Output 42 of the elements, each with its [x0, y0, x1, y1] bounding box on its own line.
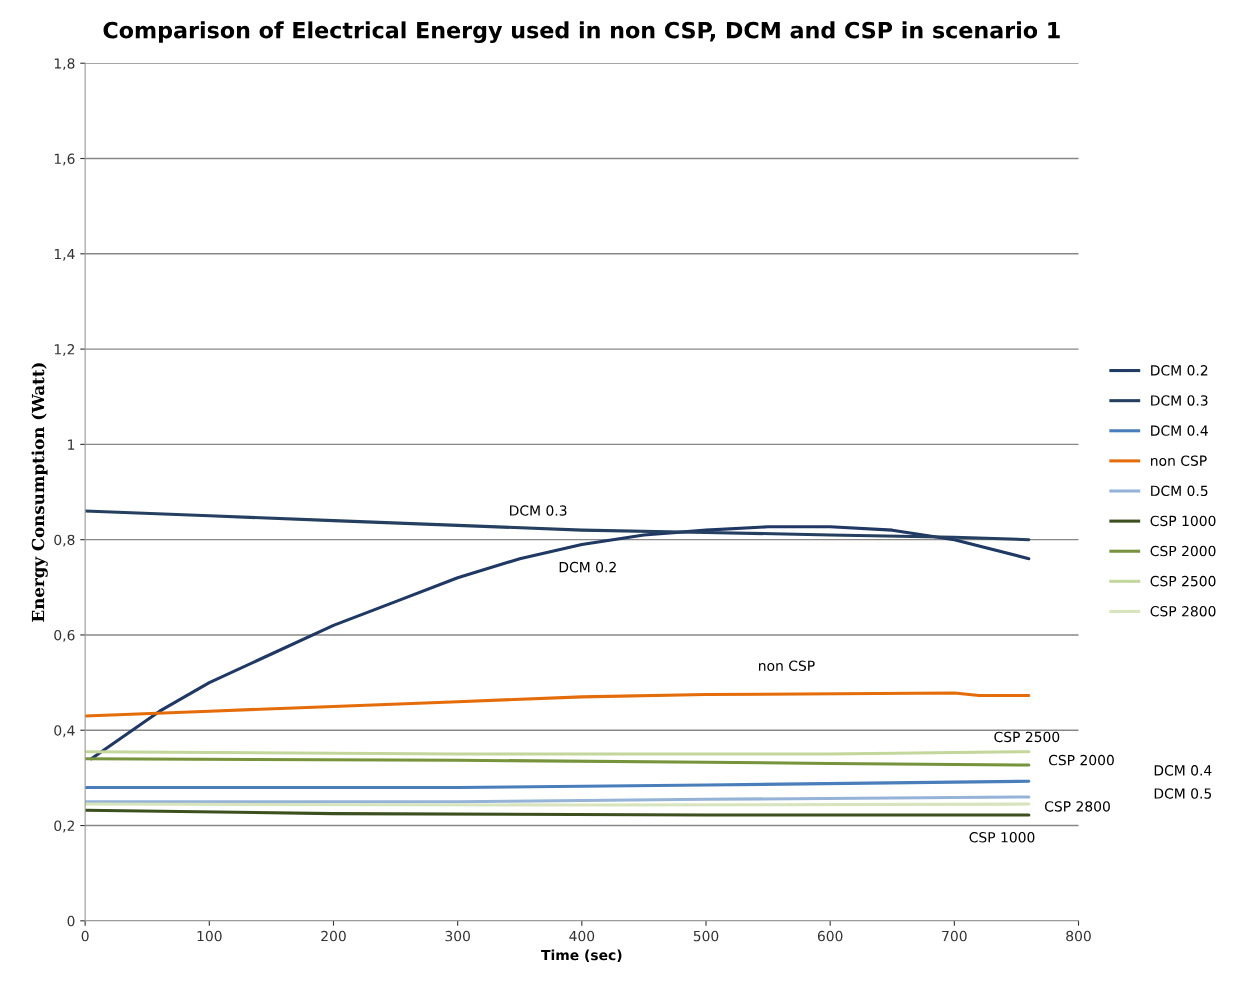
legend-label: CSP 2800: [1150, 605, 1216, 617]
x-tick-label: 500: [693, 930, 719, 942]
chart-title: Comparison of Electrical Energy used in non CSP, DCM and CSP in scenario 1: [103, 21, 1060, 44]
annotation: non CSP: [759, 660, 815, 671]
legend-label: DCM 0.2: [1151, 365, 1208, 376]
y-tick-label: 1: [68, 439, 75, 450]
x-tick-label: 600: [817, 930, 843, 942]
annotation: DCM 0.3: [510, 505, 567, 516]
legend-label: DCM 0.5: [1151, 485, 1208, 497]
x-tick-label: 200: [321, 930, 346, 942]
x-tick-label: 100: [197, 930, 222, 942]
y-tick-label: 1,2: [54, 344, 75, 356]
x-tick-label: 400: [569, 930, 595, 942]
y-axis-title: Energy Consumption (Watt): [31, 363, 48, 622]
line-series: [85, 691, 1031, 718]
x-tick-label: 700: [942, 930, 967, 942]
legend-label: DCM 0.4: [1151, 425, 1208, 436]
y-tick-label: 0: [67, 915, 75, 927]
legend-label: CSP 1000: [1150, 515, 1216, 527]
line-series: [85, 757, 1031, 767]
y-tick-label: 0,4: [54, 725, 75, 738]
x-tick-label: 800: [1066, 930, 1091, 942]
x-tick-label: 300: [445, 930, 470, 942]
legend-label: DCM 0.3: [1151, 395, 1208, 406]
annotation: CSP 2800: [1044, 801, 1110, 812]
y-tick-label: 1,6: [54, 153, 75, 166]
legend-label: CSP 2500: [1150, 575, 1216, 587]
legend-label: non CSP: [1151, 455, 1207, 466]
x-axis-title: Time (sec): [541, 949, 622, 962]
annotation: CSP 1000: [969, 832, 1035, 843]
annotation: DCM 0.2: [559, 561, 616, 573]
x-tick-label: 0: [81, 930, 89, 942]
text: DCM 0.5: [1154, 788, 1212, 799]
y-tick-label: 1,4: [54, 248, 75, 261]
y-tick-label: 0,6: [54, 629, 75, 642]
y-tick-label: 0,8: [54, 534, 75, 547]
legend-label: CSP 2000: [1150, 545, 1216, 557]
text: DCM 0.4: [1154, 765, 1212, 776]
annotation: CSP 2000: [1048, 754, 1114, 766]
y-tick-label: 1,8: [54, 58, 75, 71]
y-tick-label: 0,2: [54, 820, 75, 833]
annotation: CSP 2500: [994, 731, 1060, 743]
